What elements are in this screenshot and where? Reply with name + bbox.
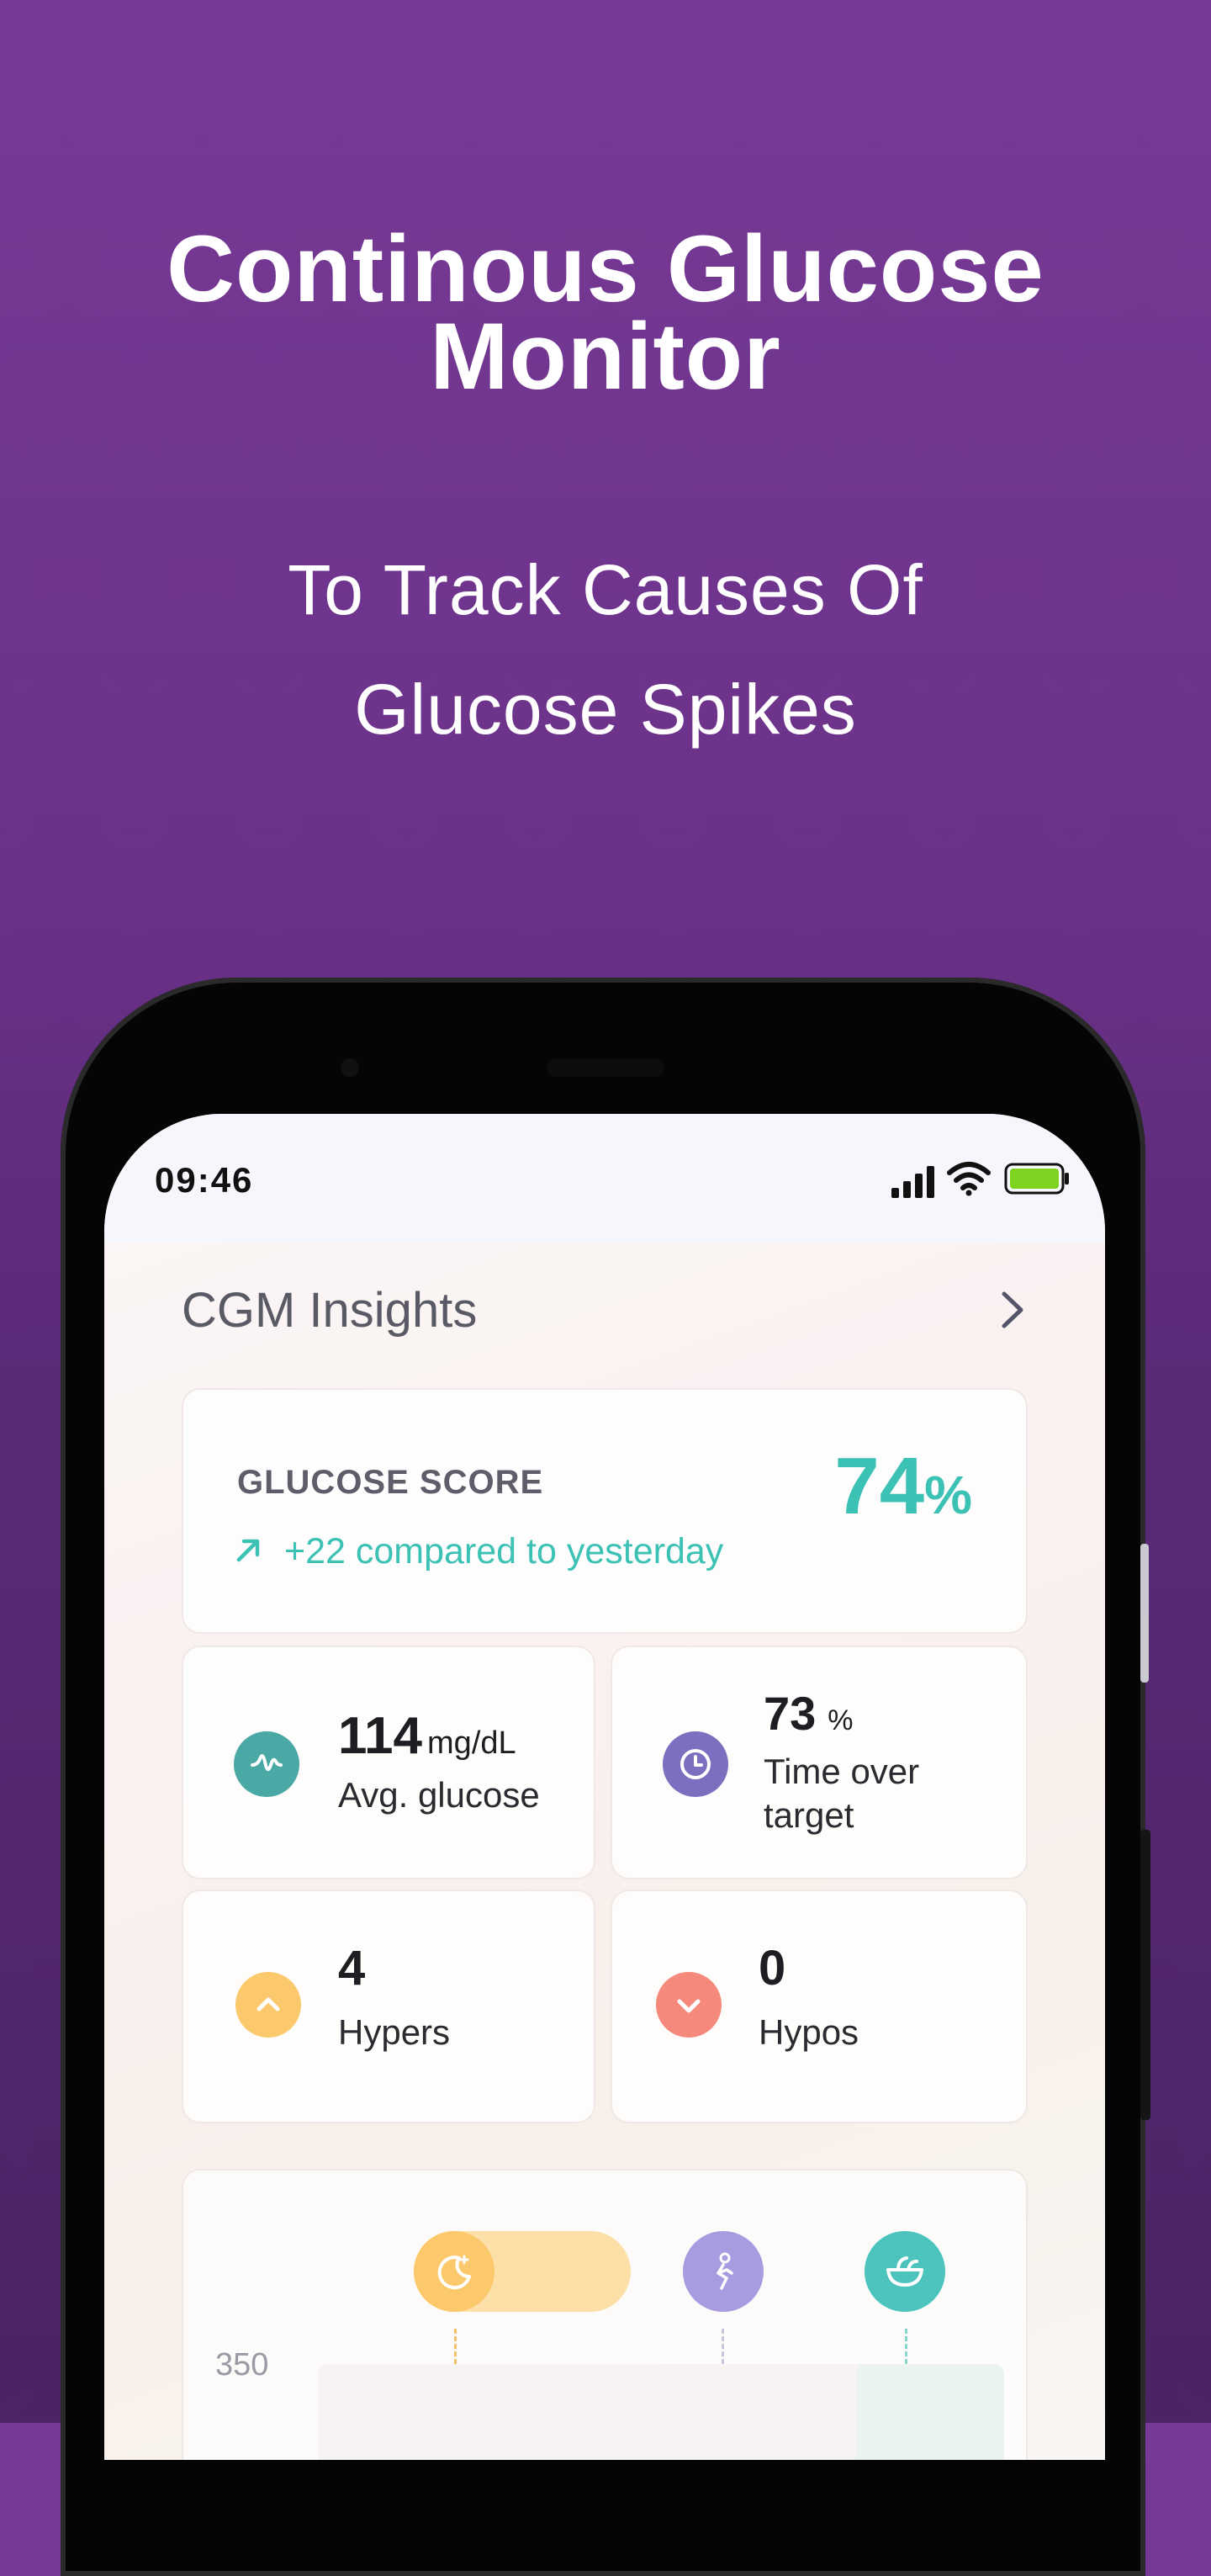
wifi-icon [947,1162,991,1196]
chevron-right-icon[interactable] [997,1289,1028,1331]
hypos-value: 0 [759,1941,786,1996]
y-axis-label-350: 350 [215,2347,269,2383]
time-over-target-label: Time over target [764,1750,919,1837]
time-over-target-card[interactable]: 73% Time over target [611,1646,1028,1879]
earpiece-speaker [547,1058,664,1077]
avg-glucose-unit: mg/dL [427,1725,516,1761]
hypers-label: Hypers [338,2012,451,2052]
hero-title-line1: Continous Glucose [167,216,1044,321]
chevron-up-icon [235,1972,301,2038]
arrow-up-right-icon [236,1539,260,1562]
time-over-target-label-line1: Time over [764,1752,920,1791]
hypos-label: Hypos [759,2012,859,2052]
avg-glucose-value: 114 mg/dL [338,1706,516,1766]
exercise-icon[interactable] [683,2231,764,2312]
glucose-score-unit: % [924,1465,972,1525]
time-over-target-label-line2: target [764,1795,854,1835]
moon-sleep-icon[interactable] [414,2231,494,2312]
glucose-score-label: GLUCOSE SCORE [237,1464,544,1501]
avg-glucose-card[interactable]: 114 mg/dL Avg. glucose [182,1646,595,1879]
hero-title-line2: Monitor [430,304,781,409]
phone-screen: 09:46 CGM Insights GLUCOSE SCORE +22 com… [104,1114,1105,2460]
avg-glucose-label: Avg. glucose [338,1775,540,1815]
status-time: 09:46 [155,1160,254,1200]
food-bowl-icon[interactable] [865,2231,945,2312]
hypos-card[interactable]: 0 Hypos [611,1890,1028,2123]
glucose-score-number: 74 [834,1441,925,1531]
battery-icon [1004,1163,1069,1195]
cellular-signal-icon [891,1166,934,1198]
glucose-score-card[interactable]: GLUCOSE SCORE +22 compared to yesterday … [182,1388,1028,1634]
front-camera [341,1058,359,1077]
chart-highlight-band [856,2364,1004,2460]
time-over-target-value: 73% [764,1686,854,1741]
phone-side-button-power [1140,1830,1150,2120]
hero-subtitle-line2: Glucose Spikes [354,670,857,749]
time-over-target-number: 73 [764,1687,817,1740]
avg-glucose-number: 114 [338,1707,423,1765]
glucose-score-value: 74% [834,1440,972,1533]
chevron-down-icon [656,1972,722,2038]
cgm-insights-title: CGM Insights [182,1283,478,1338]
glucose-timeline-card[interactable]: 350 [182,2169,1028,2460]
time-over-target-unit: % [828,1704,854,1736]
hypers-value: 4 [338,1941,366,1996]
hero-title: Continous Glucose Monitor [0,216,1211,409]
phone-side-button-volume [1140,1544,1149,1683]
waveform-icon [234,1731,299,1797]
clock-icon [663,1731,728,1797]
hero-subtitle: To Track Causes Of Glucose Spikes [0,530,1211,769]
hero-subtitle-line1: To Track Causes Of [288,550,923,629]
glucose-score-comparison: +22 compared to yesterday [284,1531,724,1572]
hypers-card[interactable]: 4 Hypers [182,1890,595,2123]
status-bar: 09:46 [104,1114,1105,1243]
